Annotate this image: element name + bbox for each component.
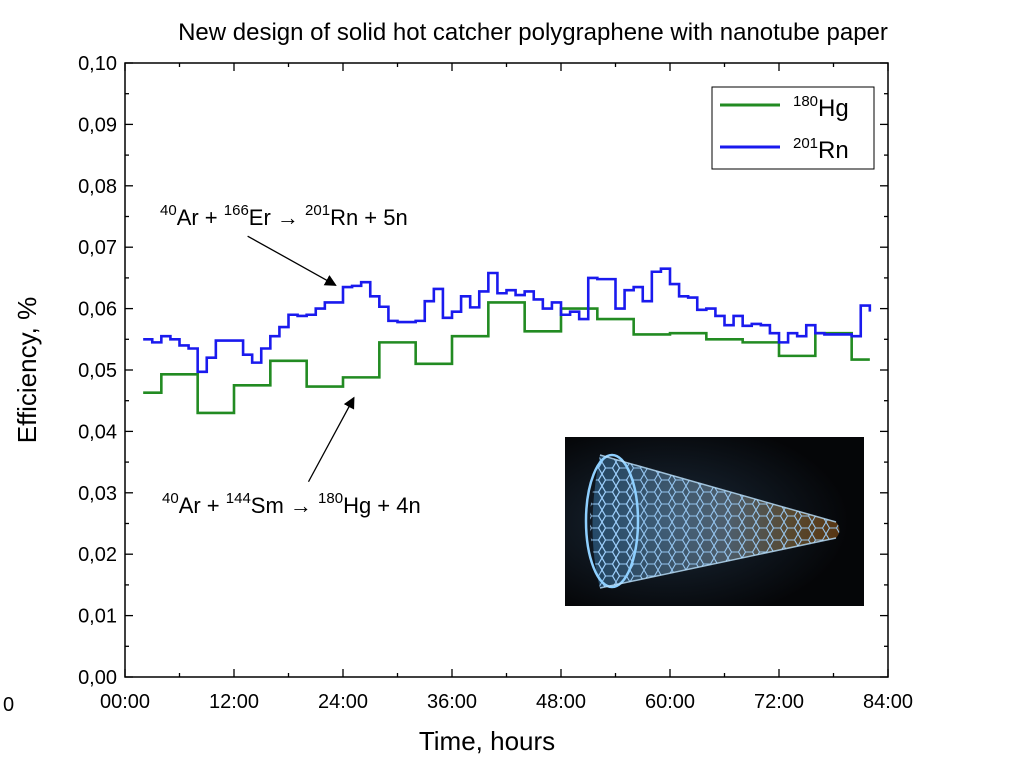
annot-rn-part-0: 40: [160, 202, 177, 219]
legend-rn-mass: 201: [793, 135, 818, 152]
y-tick-label: 0,03: [78, 483, 117, 505]
annot-hg-part-2: 144: [226, 490, 251, 507]
y-tick-label: 0,06: [78, 299, 117, 321]
x-tick-label: 36:00: [427, 691, 477, 713]
x-tick-label: 72:00: [754, 691, 804, 713]
nanotube-inset-image: [565, 437, 864, 606]
annotation-hg-arrow: [307, 396, 355, 483]
x-tick-label: 24:00: [318, 691, 368, 713]
axis-ticks: [124, 62, 889, 678]
axis-tick-labels: 00:00 12:00 24:00 36:00 48:00 60:00 72:00 84:00…: [78, 53, 913, 713]
chart-title: New design of solid hot catcher polygrap…: [178, 19, 888, 46]
series-layer: [143, 267, 872, 415]
y-tick-label: 0,08: [78, 176, 117, 198]
annot-rn-part-3: Er →: [249, 205, 305, 230]
annot-rn-part-1: Ar +: [177, 205, 224, 230]
x-tick-label: 48:00: [536, 691, 586, 713]
annot-hg-part-3: Sm →: [251, 493, 318, 518]
legend-rn-symbol: Rn: [818, 137, 849, 164]
y-tick-label: 0,05: [78, 360, 117, 382]
legend: 180Hg 201Rn: [711, 86, 875, 170]
legend-hg-mass: 180: [793, 93, 818, 110]
annotation-hg-reaction: 40Ar + 144Sm → 180Hg + 4n: [162, 490, 421, 518]
annot-hg-part-4: 180: [318, 490, 343, 507]
series-line-rn: [143, 267, 872, 374]
y-tick-label: 0,02: [78, 544, 117, 566]
series-line-hg: [143, 301, 870, 415]
annot-rn-part-4: 201: [305, 202, 330, 219]
annot-hg-part-1: Ar +: [179, 493, 226, 518]
y-tick-label: 0,09: [78, 114, 117, 136]
y-axis-label: Efficiency, %: [12, 297, 42, 443]
x-axis-label: Time, hours: [419, 726, 555, 756]
annotation-rn-reaction: 40Ar + 166Er → 201Rn + 5n: [160, 202, 408, 230]
x-tick-label: 60:00: [645, 691, 695, 713]
legend-hg-symbol: Hg: [818, 95, 849, 122]
x-tick-label: 00:00: [100, 691, 150, 713]
annot-rn-part-2: 166: [224, 202, 249, 219]
y-tick-label: 0,01: [78, 606, 117, 628]
annot-hg-part-5: Hg + 4n: [343, 493, 421, 518]
legend-box: [711, 86, 875, 170]
y-tick-label: 0,07: [78, 237, 117, 259]
y-tick-label: 0,00: [78, 667, 117, 689]
corner-label: 0: [3, 694, 14, 716]
y-tick-label: 0,04: [78, 421, 117, 443]
legend-label-hg: 180Hg: [793, 93, 849, 122]
y-tick-label: 0,10: [78, 53, 117, 75]
x-tick-label: 12:00: [209, 691, 259, 713]
legend-label-rn: 201Rn: [793, 135, 849, 164]
annotation-rn-arrow: [247, 235, 337, 286]
annot-hg-part-0: 40: [162, 490, 179, 507]
annot-rn-part-5: Rn + 5n: [330, 205, 408, 230]
x-tick-label: 84:00: [863, 691, 913, 713]
